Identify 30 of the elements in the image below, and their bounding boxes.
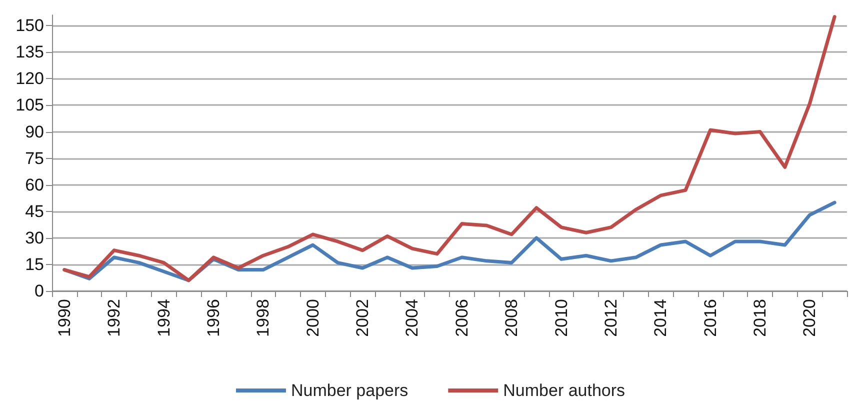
y-tick-label: 15 xyxy=(25,254,44,274)
legend-label: Number papers xyxy=(290,381,408,400)
x-tick-label: 1992 xyxy=(104,299,124,337)
x-tick-label: 2018 xyxy=(750,299,770,337)
y-tick-label: 105 xyxy=(16,96,44,115)
x-tick-label: 1996 xyxy=(204,299,223,337)
x-tick-label: 2008 xyxy=(502,299,522,337)
y-tick-label: 0 xyxy=(34,282,44,300)
x-tick-label: 2000 xyxy=(303,299,322,337)
x-tick-label: 1998 xyxy=(254,299,273,337)
x-tick-label: 2004 xyxy=(402,299,422,337)
y-tick-label: 45 xyxy=(25,202,44,221)
x-tick-label: 2010 xyxy=(552,299,571,337)
x-tick-label: 2002 xyxy=(353,299,372,337)
y-tick-label: 30 xyxy=(25,228,44,248)
y-tick-label: 60 xyxy=(25,175,44,194)
y-tick-label: 135 xyxy=(16,42,44,62)
y-tick-label: 150 xyxy=(16,16,44,36)
x-tick-label: 2006 xyxy=(452,299,472,337)
x-tick-label: 2020 xyxy=(800,299,820,337)
y-tick-label: 90 xyxy=(25,122,44,142)
line-series xyxy=(62,15,836,282)
x-tick-label: 1990 xyxy=(54,299,74,337)
legend-label: Number authors xyxy=(503,381,626,400)
y-tick-label: 120 xyxy=(16,69,44,88)
x-tick-label: 2012 xyxy=(601,299,620,337)
x-tick-label: 2016 xyxy=(700,299,720,337)
y-tick-label: 75 xyxy=(25,148,44,168)
x-tick-label: 2014 xyxy=(651,299,670,337)
x-tick-label: 1994 xyxy=(154,299,174,337)
